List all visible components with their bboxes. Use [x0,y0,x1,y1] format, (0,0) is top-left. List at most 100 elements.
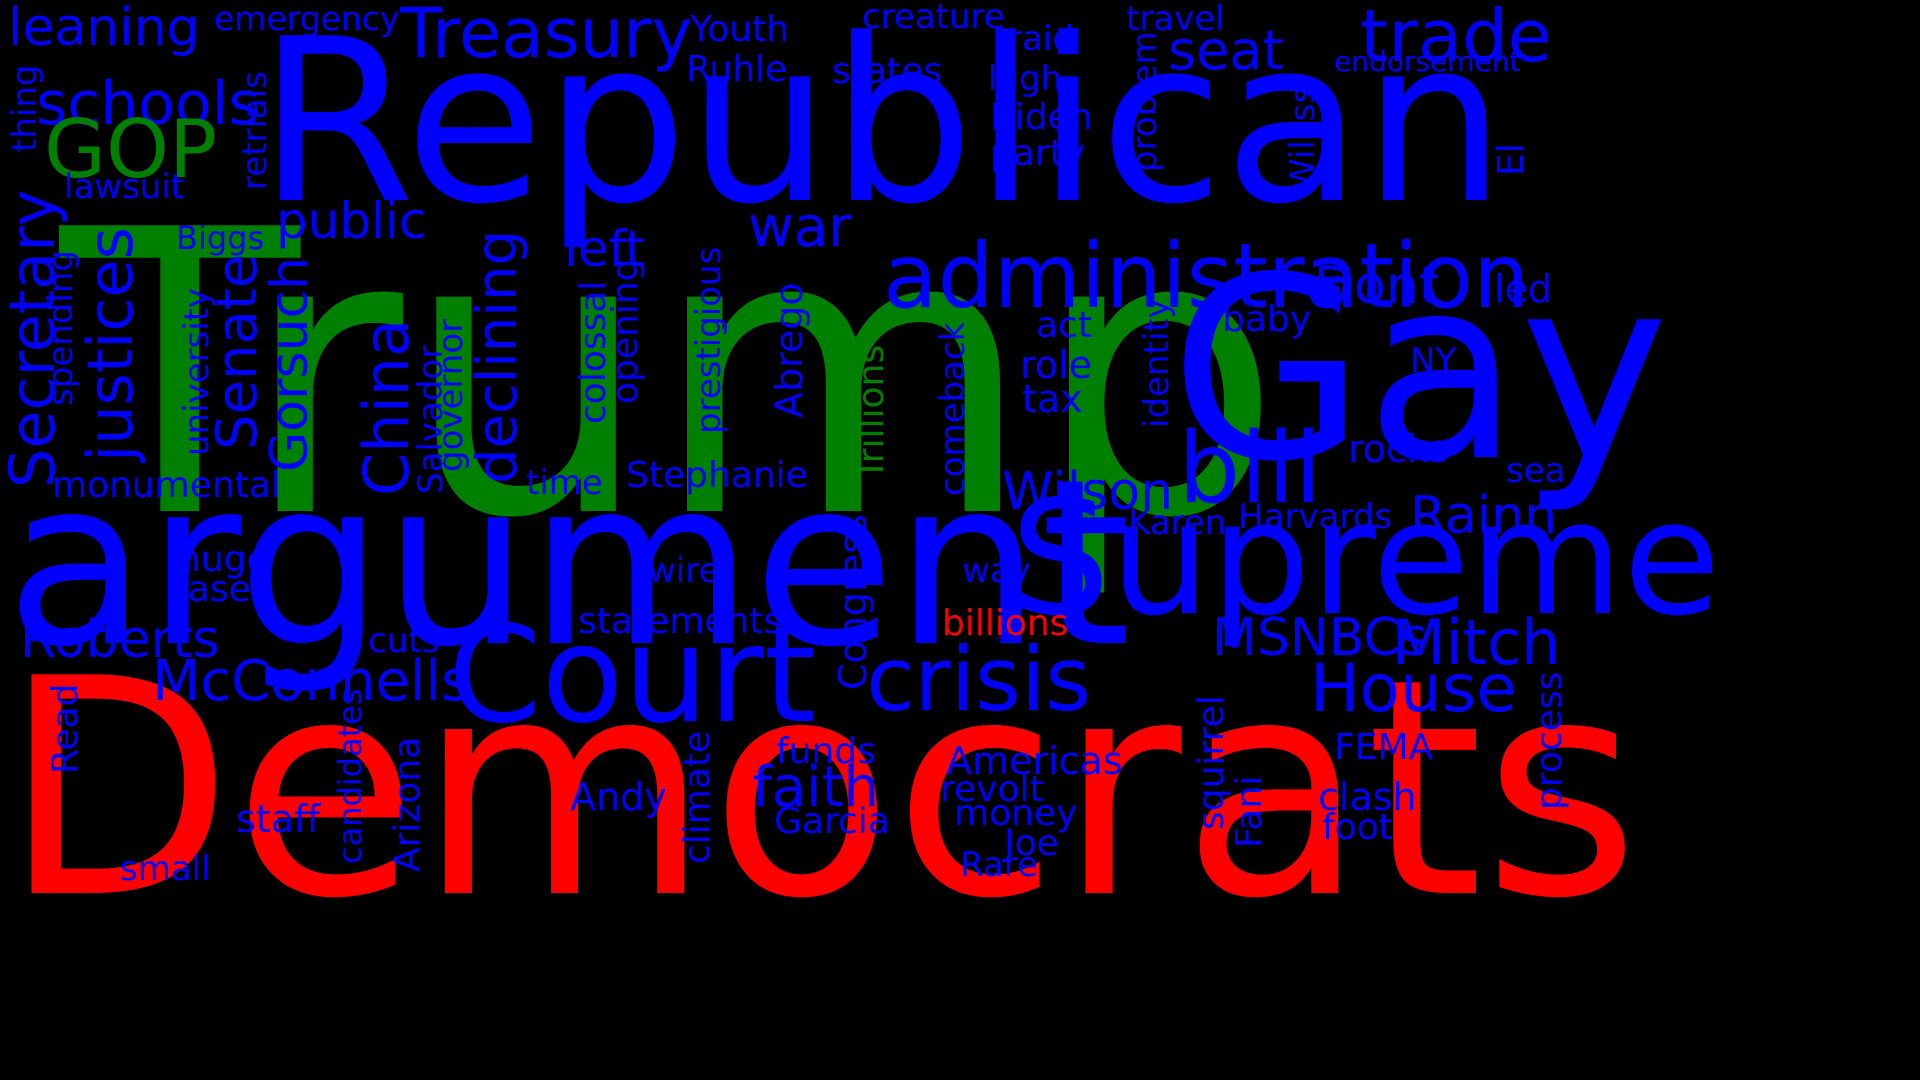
word-ruhle: Ruhle [686,49,788,90]
word-seat: seat [1168,19,1284,82]
word-justices: justices [74,227,147,462]
word-trillions: Trillions [851,344,892,480]
word-comeback: comeback [933,321,973,496]
word-leaning: leaning [8,0,200,58]
word-high: high [988,59,1063,99]
word-billions: billions [942,603,1069,644]
word-rare: Rare [960,845,1038,885]
word-prestigious: prestigious [689,246,729,434]
word-opening: opening [605,258,646,404]
word-war: war [748,195,852,260]
word-endorsement: endorsement [1334,45,1521,78]
word-case: case [168,569,251,610]
word-sea: sea [1506,451,1566,491]
word-stephanie: Stephanie [626,455,808,496]
word-republican: Republican [258,0,1506,254]
word-supreme: Supreme [1010,467,1721,651]
word-declining: declining [465,230,530,484]
word-states: states [832,51,942,92]
word-wire: wire [648,551,720,591]
word-public: public [276,192,427,250]
word-ny: NY [1410,341,1457,381]
word-biden: Biden [990,97,1093,138]
word-argument: argument [6,431,1131,698]
word-staff: staff [236,797,321,841]
word-cuts: cuts [368,621,440,661]
word-dont: Dont [1314,256,1440,316]
word-arizona: Arizona [387,736,428,872]
word-garcia: Garcia [774,801,890,842]
word-lawsuit: lawsuit [64,167,185,207]
word-revolt: revolt [940,769,1044,810]
word-time: time [526,463,603,503]
word-candidates: candidates [331,688,369,864]
word-travel: travel [1126,0,1225,39]
word-creature: creature [862,0,1005,37]
word-led: led [1494,267,1553,311]
word-emergency: emergency [214,0,400,38]
word-roberts: Roberts [20,610,220,670]
word-karen: Karen [1128,503,1227,543]
word-biggs: Biggs [176,219,265,257]
word-joe: Joe [1004,823,1059,864]
word-andy: Andy [570,775,667,819]
word-fema: FEMA [1334,727,1434,768]
word-tax: tax [1022,377,1083,421]
word-party: party [990,133,1086,174]
word-read: Read [45,683,86,774]
word-gorsuch: Gorsuch [260,256,320,472]
word-process: process [1529,671,1570,810]
word-retrials: retrials [235,71,275,190]
word-faith: faith [752,755,880,820]
word-msnbcs: MSNBCs [1212,608,1427,668]
word-huge: huge [178,539,269,580]
word-el: El [1491,143,1532,176]
word-problem: problem [1125,31,1165,172]
word-thing: thing [5,64,45,152]
word-clash: clash [1318,775,1417,819]
word-squirrel: squirrel [1191,695,1232,830]
word-spending: spending [41,250,81,406]
word-democrats: Democrats [2,615,1640,964]
word-harvards: Harvards [1238,497,1393,537]
word-identity: identity [1137,298,1177,428]
word-williss: Williss [1283,85,1323,192]
word-congress: Congress [831,514,875,690]
word-raid: raid [1008,19,1074,59]
word-governor: governor [431,318,471,472]
word-small: small [120,849,211,889]
word-crisis: crisis [866,628,1092,731]
word-statements: statements [578,601,783,642]
word-gay: Gay [1170,224,1669,517]
word-monumental: monumental [52,465,281,506]
word-way: way [962,551,1031,591]
word-rainn: Rainn [1410,486,1558,546]
word-role: role [1020,343,1092,387]
word-fani: Fani [1229,775,1270,848]
word-wilson: Wilson [1002,462,1174,522]
word-foot: foot [1322,807,1393,848]
word-gop: GOP [44,103,218,196]
word-funds: funds [776,731,876,772]
word-rocks: rocks [1348,427,1449,471]
word-youth: Youth [690,9,789,50]
word-trade: trade [1360,0,1552,78]
word-left: left [564,220,645,278]
word-trump: Trump [60,148,1283,604]
word-money: money [954,793,1078,834]
word-baby: baby [1222,299,1312,340]
word-china: China [350,318,423,496]
word-bill: bill [1178,412,1322,526]
word-schools: schools [36,69,260,139]
word-americas: Americas [946,739,1123,783]
word-court: Court [448,597,817,753]
word-senate: Senate [205,253,270,450]
word-mcconnells: McConnells [152,649,471,714]
word-treasury: Treasury [400,0,693,74]
word-abrego: Abrego [767,282,811,418]
word-act: act [1036,305,1092,346]
word-mitch: Mitch [1392,606,1561,679]
word-house: House [1310,650,1517,727]
word-climate: climate [677,730,718,864]
